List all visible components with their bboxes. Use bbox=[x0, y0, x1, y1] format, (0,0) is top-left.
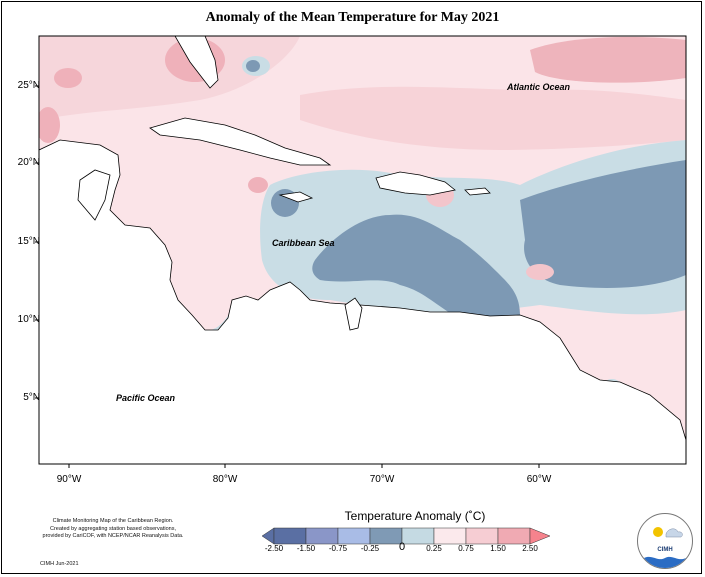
land-jamaica bbox=[278, 191, 314, 203]
lat-label-15n: 15°N bbox=[17, 236, 40, 247]
plot-border bbox=[38, 35, 687, 465]
lat-label-25n: 25°N bbox=[17, 80, 40, 91]
land-central-america bbox=[39, 139, 686, 464]
credit-line-3: provided by CariCOF, with NCEP/NCAR Rean… bbox=[42, 533, 184, 539]
cool-anomaly-caribbean-strong bbox=[312, 214, 520, 318]
credit-date: CIMH Jun-2021 bbox=[40, 561, 79, 567]
cool-anomaly-atlantic-strong bbox=[520, 160, 686, 288]
legend-swatch-8 bbox=[497, 527, 531, 545]
legend-tick-5: 0 bbox=[398, 541, 406, 553]
lon-label-90w: 90°W bbox=[56, 474, 82, 485]
warm-anomaly-central-atlantic bbox=[300, 86, 686, 150]
label-caribbean-sea: Caribbean Sea bbox=[272, 238, 335, 248]
warm-anomaly-trinidad bbox=[526, 264, 554, 280]
legend-tick-3: -0.75 bbox=[328, 544, 348, 553]
warm-anomaly-west bbox=[54, 68, 82, 88]
land-hispaniola bbox=[375, 171, 456, 196]
legend-swatch-7 bbox=[465, 527, 499, 545]
warm-anomaly-cuba-west bbox=[248, 177, 268, 193]
lon-label-60w: 60°W bbox=[526, 474, 552, 485]
cloud-icon bbox=[665, 528, 683, 538]
legend-tick-7: 0.75 bbox=[458, 544, 474, 553]
label-atlantic-ocean: Atlantic Ocean bbox=[507, 82, 571, 92]
legend-tick-6: 0.25 bbox=[426, 544, 442, 553]
legend-title: Temperature Anomaly (˚C) bbox=[344, 509, 486, 523]
cimh-logo-graphic bbox=[644, 527, 686, 568]
legend-colorbar bbox=[261, 527, 551, 545]
logo-text: CIMH bbox=[657, 547, 673, 553]
axis-ticks bbox=[35, 85, 540, 468]
legend-tick-4: -0.25 bbox=[360, 544, 380, 553]
cool-anomaly-bahamas-core bbox=[246, 60, 260, 72]
legend-tick-9: 2.50 bbox=[522, 544, 538, 553]
land-yucatan bbox=[77, 169, 111, 221]
legend-arrow-left bbox=[261, 527, 275, 545]
legend-tick-8: 1.50 bbox=[490, 544, 506, 553]
lat-label-10n: 10°N bbox=[17, 314, 40, 325]
legend-tick-1: -2.50 bbox=[264, 544, 284, 553]
lat-label-20n: 20°N bbox=[17, 157, 40, 168]
legend-swatch-2 bbox=[305, 527, 339, 545]
land-puerto-rico bbox=[464, 187, 491, 196]
warm-anomaly-gulf bbox=[39, 36, 300, 120]
lon-label-80w: 80°W bbox=[212, 474, 238, 485]
warm-anomaly-atlantic-ne bbox=[530, 37, 686, 83]
legend-swatch-1 bbox=[273, 527, 307, 545]
warm-anomaly-west2 bbox=[39, 107, 60, 143]
legend-swatch-3 bbox=[337, 527, 371, 545]
credit-line-2: Created by aggregating station based obs… bbox=[50, 525, 176, 532]
land-florida bbox=[174, 36, 219, 89]
land-cuba bbox=[149, 117, 332, 166]
sun-icon bbox=[653, 527, 663, 537]
legend-tick-2: -1.50 bbox=[296, 544, 316, 553]
map-title: Anomaly of the Mean Temperature for May … bbox=[205, 10, 500, 25]
legend-swatch-6 bbox=[433, 527, 467, 545]
legend-arrow-right bbox=[529, 527, 551, 545]
land-outlines bbox=[39, 36, 686, 464]
land-paraguana bbox=[344, 297, 363, 331]
map-credit: Climate Monitoring Map of the Caribbean … bbox=[18, 518, 208, 541]
lat-label-5n: 5°N bbox=[23, 392, 40, 403]
cimh-logo: CIMH bbox=[637, 513, 693, 569]
lon-label-70w: 70°W bbox=[369, 474, 395, 485]
credit-line-1: Climate Monitoring Map of the Caribbean … bbox=[52, 518, 174, 524]
label-pacific-ocean: Pacific Ocean bbox=[116, 393, 176, 403]
wave-icon bbox=[644, 556, 686, 568]
